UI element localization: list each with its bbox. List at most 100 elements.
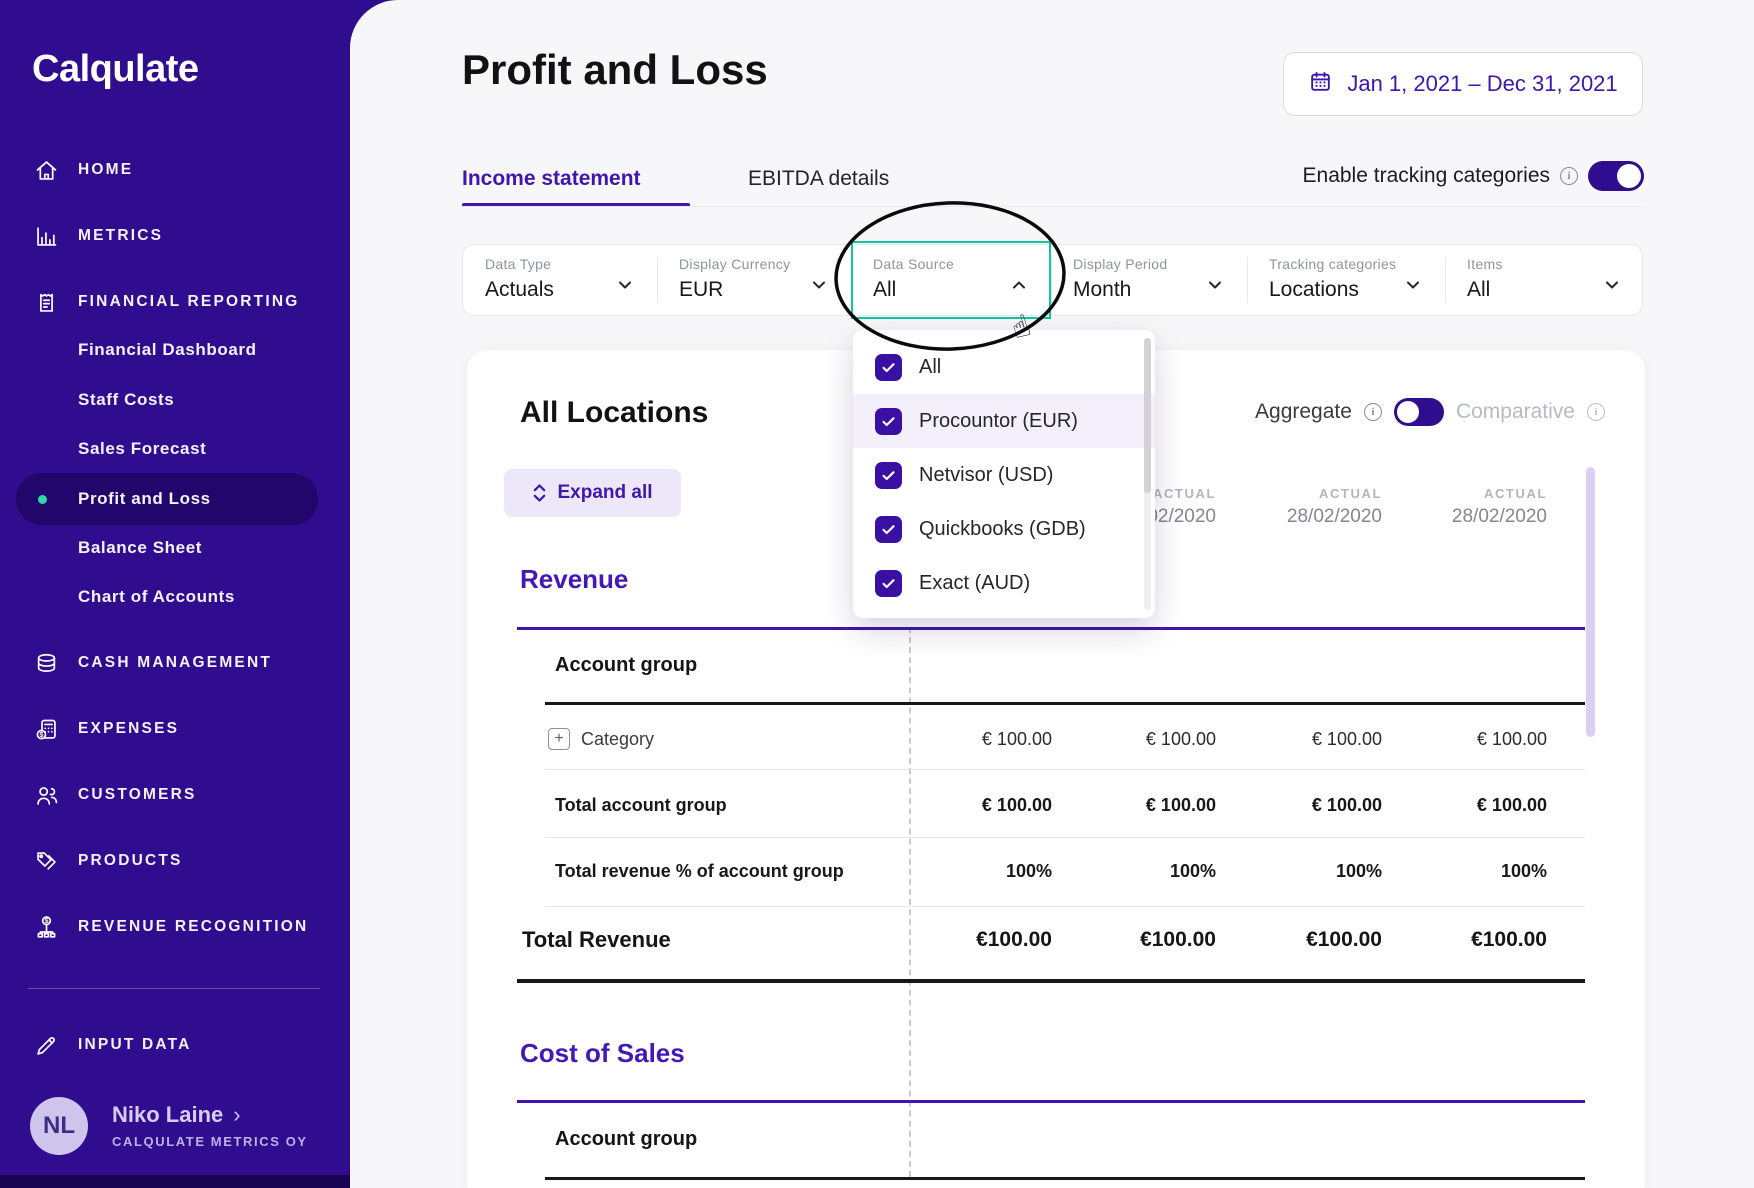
group-header: Account group bbox=[555, 1128, 698, 1150]
main-content: Profit and Loss Jan 1, 2021 – Dec 31, 20… bbox=[350, 0, 1754, 1188]
app-logo: Calqulate bbox=[32, 48, 199, 90]
group-rule bbox=[545, 702, 1585, 705]
tracking-toggle-label: Enable tracking categories bbox=[1302, 164, 1550, 187]
row-label: Category bbox=[581, 729, 655, 749]
user-profile[interactable]: NL Niko Laine › CALQULATE METRICS OY bbox=[0, 1094, 350, 1166]
data-source-option-exact[interactable]: Exact (AUD) bbox=[853, 556, 1155, 610]
column-date: 28/02/2020 bbox=[1286, 506, 1382, 527]
active-item-pill bbox=[16, 473, 318, 525]
dropdown-scrollbar-thumb[interactable] bbox=[1144, 338, 1151, 493]
section-heading-revenue: Revenue bbox=[520, 564, 629, 594]
row-divider bbox=[545, 837, 1585, 838]
table-vertical-scrollbar[interactable] bbox=[1586, 467, 1595, 737]
metrics-icon bbox=[33, 223, 60, 250]
sidebar-item-sales-forecast[interactable]: Sales Forecast bbox=[78, 439, 207, 458]
pen-icon bbox=[33, 1032, 60, 1059]
checkbox-checked-icon[interactable] bbox=[875, 407, 902, 435]
sidebar-item-cash-management[interactable]: CASH MANAGEMENT bbox=[0, 639, 350, 687]
chevron-down-icon bbox=[615, 275, 635, 295]
row-label: Total account group bbox=[555, 795, 727, 815]
value-cell: 100% bbox=[1169, 861, 1216, 881]
sidebar-item-financial-reporting[interactable]: FINANCIAL REPORTING bbox=[0, 278, 350, 326]
sidebar-item-metrics[interactable]: METRICS bbox=[0, 212, 350, 260]
receipt-icon bbox=[33, 289, 60, 316]
sidebar-item-input-data[interactable]: INPUT DATA bbox=[0, 1021, 350, 1069]
section-total-rule bbox=[517, 979, 1585, 983]
sidebar-item-financial-dashboard[interactable]: Financial Dashboard bbox=[78, 340, 257, 359]
value-cell: €100.00 bbox=[1306, 928, 1382, 951]
value-cell: € 100.00 bbox=[1476, 795, 1547, 815]
row-label: Total Revenue bbox=[522, 927, 671, 952]
data-source-option-netvisor[interactable]: Netvisor (USD) bbox=[853, 448, 1155, 502]
sidebar: Calqulate HOME METRICS FINANCIAL REPORTI… bbox=[0, 0, 350, 1188]
tab-ebitda-details[interactable]: EBITDA details bbox=[748, 167, 890, 190]
expand-category-button[interactable]: + bbox=[548, 728, 570, 750]
sidebar-item-home[interactable]: HOME bbox=[0, 146, 350, 194]
value-cell: € 100.00 bbox=[1476, 729, 1547, 749]
info-icon[interactable]: i bbox=[1560, 167, 1578, 185]
filter-bar: Data Type Actuals Display Currency EUR D… bbox=[462, 241, 1644, 319]
tab-income-statement[interactable]: Income statement bbox=[462, 167, 641, 190]
sidebar-item-expenses[interactable]: $ EXPENSES bbox=[0, 705, 350, 753]
value-cell: € 100.00 bbox=[1145, 729, 1216, 749]
column-period-tag: ACTUAL bbox=[1152, 486, 1216, 501]
tabs-divider bbox=[462, 206, 1643, 207]
info-icon[interactable]: i bbox=[1363, 403, 1382, 421]
comparative-label: Comparative bbox=[1455, 400, 1575, 423]
filter-tracking-categories[interactable]: Tracking categories Locations bbox=[1247, 245, 1445, 315]
filter-display-period[interactable]: Display Period Month bbox=[1051, 245, 1247, 315]
value-cell: € 100.00 bbox=[1145, 795, 1216, 815]
info-icon[interactable]: i bbox=[1587, 403, 1605, 421]
checkbox-checked-icon[interactable] bbox=[875, 353, 902, 381]
data-source-option-quickbooks[interactable]: Quickbooks (GDB) bbox=[853, 502, 1155, 556]
expand-all-button[interactable]: Expand all bbox=[504, 469, 681, 517]
sidebar-item-revenue-recognition[interactable]: $ REVENUE RECOGNITION bbox=[0, 903, 350, 951]
sidebar-item-staff-costs[interactable]: Staff Costs bbox=[78, 390, 175, 409]
calculator-icon: $ bbox=[33, 716, 60, 743]
date-range-picker[interactable]: Jan 1, 2021 – Dec 31, 2021 bbox=[1283, 52, 1643, 116]
tracking-categories-switch[interactable] bbox=[1588, 161, 1644, 191]
sidebar-item-label: FINANCIAL REPORTING bbox=[78, 293, 300, 310]
section-rule bbox=[517, 627, 1585, 630]
chevron-down-icon bbox=[1403, 275, 1423, 295]
chevron-right-icon: › bbox=[233, 1102, 241, 1127]
filter-items[interactable]: Items All bbox=[1445, 245, 1644, 315]
user-name: Niko Laine › bbox=[112, 1102, 241, 1127]
row-divider bbox=[545, 769, 1585, 770]
group-header: Account group bbox=[555, 654, 698, 676]
checkbox-checked-icon[interactable] bbox=[875, 461, 902, 489]
avatar: NL bbox=[30, 1097, 88, 1155]
sidebar-item-profit-and-loss[interactable]: Profit and Loss bbox=[0, 473, 350, 525]
active-tab-underline bbox=[462, 203, 690, 207]
chevron-down-icon bbox=[1205, 275, 1225, 295]
sidebar-item-chart-of-accounts[interactable]: Chart of Accounts bbox=[78, 587, 235, 606]
filter-data-source[interactable]: Data Source All bbox=[851, 245, 1051, 315]
aggregate-label: Aggregate bbox=[1255, 400, 1352, 423]
value-cell: € 100.00 bbox=[981, 795, 1052, 815]
chevron-down-icon bbox=[1602, 275, 1622, 295]
aggregate-comparative-switch[interactable] bbox=[1393, 398, 1444, 426]
expand-collapse-icon bbox=[534, 484, 546, 502]
value-cell: € 100.00 bbox=[1311, 795, 1382, 815]
sidebar-item-balance-sheet[interactable]: Balance Sheet bbox=[78, 538, 203, 557]
checkbox-checked-icon[interactable] bbox=[875, 515, 902, 543]
sidebar-item-customers[interactable]: CUSTOMERS bbox=[0, 771, 350, 819]
row-divider bbox=[545, 906, 1585, 907]
value-cell: € 100.00 bbox=[1311, 729, 1382, 749]
filter-display-currency[interactable]: Display Currency EUR bbox=[657, 245, 851, 315]
chevron-down-icon bbox=[809, 275, 829, 295]
data-source-option-procountor[interactable]: Procountor (EUR) bbox=[853, 394, 1155, 448]
data-source-option-all[interactable]: All bbox=[853, 340, 1155, 394]
value-cell: 100% bbox=[1335, 861, 1382, 881]
filter-data-type[interactable]: Data Type Actuals bbox=[463, 245, 657, 315]
sidebar-item-label: METRICS bbox=[78, 227, 164, 244]
column-date: 28/02/2020 bbox=[1451, 506, 1547, 527]
sidebar-item-products[interactable]: PRODUCTS bbox=[0, 837, 350, 885]
section-rule bbox=[517, 1100, 1585, 1103]
data-source-dropdown: All Procountor (EUR) Netvisor (USD) Quic… bbox=[853, 330, 1155, 618]
sidebar-item-label: HOME bbox=[78, 161, 134, 178]
row-label: Total revenue % of account group bbox=[555, 861, 844, 881]
checkbox-checked-icon[interactable] bbox=[875, 569, 902, 597]
group-rule bbox=[545, 1177, 1585, 1180]
